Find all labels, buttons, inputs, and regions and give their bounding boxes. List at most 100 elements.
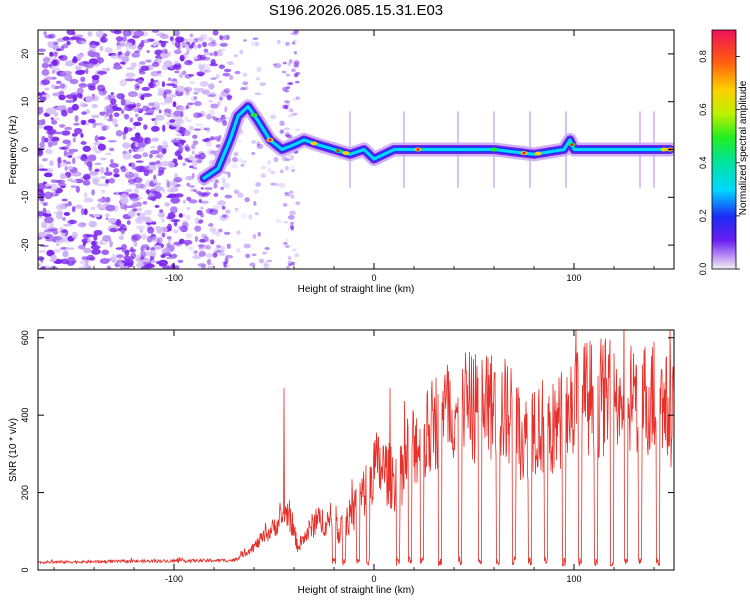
spectrogram-noise-blob: [136, 254, 140, 260]
spectrogram-noise-blob: [161, 265, 172, 269]
spectrogram-noise-blob: [288, 191, 294, 194]
spectrogram-noise-blob: [50, 254, 58, 262]
spectrogram-noise-blob: [177, 38, 183, 44]
spectrogram-noise-blob: [200, 264, 206, 269]
spectrogram-noise-blob: [58, 124, 66, 128]
spectrogram-noise-blob: [106, 265, 112, 269]
spectrogram-noise-blob: [293, 51, 297, 55]
spectrogram-noise-blob: [104, 96, 109, 100]
spectrogram-noise-blob: [135, 160, 144, 163]
spectrogram-noise-blob: [242, 72, 248, 77]
spectrogram-noise-blob: [188, 165, 194, 169]
spectrogram-noise-blob: [149, 150, 160, 155]
spectrogram-noise-blob: [44, 236, 50, 240]
spectrogram-noise-blob: [294, 253, 299, 258]
spectrogram-noise-blob: [184, 88, 190, 94]
snr-y-tick-label: 400: [20, 408, 30, 423]
spectrogram-noise-blob: [61, 110, 68, 117]
spectrogram-noise-blob: [104, 152, 112, 156]
spectrogram-noise-blob: [161, 248, 166, 252]
spectrogram-noise-blob: [70, 185, 78, 188]
spectrogram-noise-blob: [42, 157, 48, 162]
spectrogram-noise-blob: [63, 211, 71, 216]
spectrogram-noise-blob: [283, 241, 288, 245]
spectrogram-noise-blob: [201, 233, 208, 239]
spectrogram-noise-blob: [109, 227, 117, 233]
spectrogram-noise-blob: [85, 95, 93, 103]
spectrogram-noise-blob: [172, 253, 177, 259]
spectrogram-noise-blob: [49, 51, 54, 57]
spectrogram-noise-blob: [97, 143, 106, 151]
spectrogram-noise-blob: [195, 123, 204, 127]
spectrogram-noise-blob: [124, 113, 130, 120]
spectrogram-noise-blob: [199, 54, 206, 61]
spectrogram-noise-blob: [198, 250, 206, 257]
spectrogram-noise-blob: [254, 41, 260, 47]
spectrogram-noise-blob: [155, 104, 160, 111]
spectrogram-noise-blob: [195, 160, 203, 164]
spectrogram-noise-blob: [251, 152, 256, 155]
spectrogram-noise-blob: [263, 263, 270, 269]
spectrogram-noise-blob: [146, 235, 153, 243]
spectrogram-noise-blob: [213, 50, 218, 57]
spectrogram-noise-blob: [64, 126, 72, 131]
spectrogram-noise-blob: [95, 30, 104, 38]
spectrogram-noise-blob: [184, 147, 190, 151]
spectrogram-noise-blob: [287, 214, 295, 220]
spectrogram-noise-blob: [295, 71, 301, 76]
colorbar-label: Normalized spectral amplitude: [738, 80, 749, 215]
spectrogram-noise-blob: [151, 236, 160, 243]
spectrogram-noise-blob: [223, 231, 231, 235]
spectrogram-noise-blob: [132, 154, 142, 160]
spectrogram-noise-blob: [160, 33, 169, 40]
spectrogram-noise-blob: [282, 86, 287, 92]
spectrogram-noise-blob: [124, 103, 128, 110]
spectrogram-noise-blob: [284, 133, 290, 138]
spectrogram-noise-blob: [122, 132, 127, 141]
spectrogram-noise-blob: [122, 152, 132, 160]
spectrogram-noise-blob: [137, 196, 143, 200]
spectrogram-noise-blob: [287, 256, 292, 260]
spectrogram-noise-blob: [287, 227, 291, 232]
colorbar-ticks: 0.0 0.2 0.4 0.6 0.8: [698, 50, 740, 275]
spectrogram-noise-blob: [203, 51, 210, 56]
spectrogram-noise-blob: [41, 79, 51, 86]
spectrogram-noise-blob: [166, 223, 173, 231]
spectrogram-noise-blob: [162, 124, 166, 132]
spectrogram-noise-blob: [178, 106, 187, 112]
spectrogram-noise-blob: [158, 166, 165, 174]
spectrogram-noise-blob: [91, 103, 98, 109]
spectrogram-noise-blob: [91, 94, 100, 102]
spectrogram-noise-blob: [88, 213, 94, 217]
spectrogram-noise-blob: [133, 107, 139, 113]
spectrogram-noise-blob: [252, 233, 257, 240]
spectrogram-noise-blob: [288, 114, 293, 118]
spectrogram-noise-blob: [140, 65, 150, 72]
spectrogram-noise-blob: [163, 108, 172, 114]
spectrogram-noise-blob: [240, 213, 248, 219]
spectrogram-noise-blob: [290, 221, 294, 225]
snr-y-tick-label: 200: [20, 485, 30, 500]
spectrogram-noise-blob: [218, 245, 226, 251]
spectrogram-noise-blob: [193, 112, 202, 119]
spectrogram-noise-blob: [194, 58, 200, 62]
spectrogram-noise-blob: [87, 118, 96, 124]
spectrogram-noise-blob: [75, 185, 80, 193]
spectrogram-noise-blob: [48, 133, 54, 140]
spectrogram-noise-blob: [238, 140, 242, 143]
spectrogram-noise-blob: [40, 118, 46, 126]
spectrogram-noise-blob: [160, 102, 167, 105]
spectrogram-noise-blob: [61, 232, 66, 237]
spectrogram-noise-blob: [68, 148, 79, 153]
spectrogram-noise-blob: [295, 96, 301, 100]
spectrogram-noise-blob: [78, 244, 86, 250]
spectrogram-noise-blob: [48, 266, 58, 269]
spectrogram-noise-blob: [234, 207, 239, 211]
spectrogram-noise-blob: [76, 87, 84, 95]
spectrogram-noise-blob: [170, 140, 181, 143]
spectrogram-noise-blob: [153, 119, 158, 126]
spectrogram-noise-blob: [234, 70, 241, 75]
spectrogram-noise-blob: [203, 48, 209, 53]
spectrogram-noise-blob: [81, 111, 87, 115]
